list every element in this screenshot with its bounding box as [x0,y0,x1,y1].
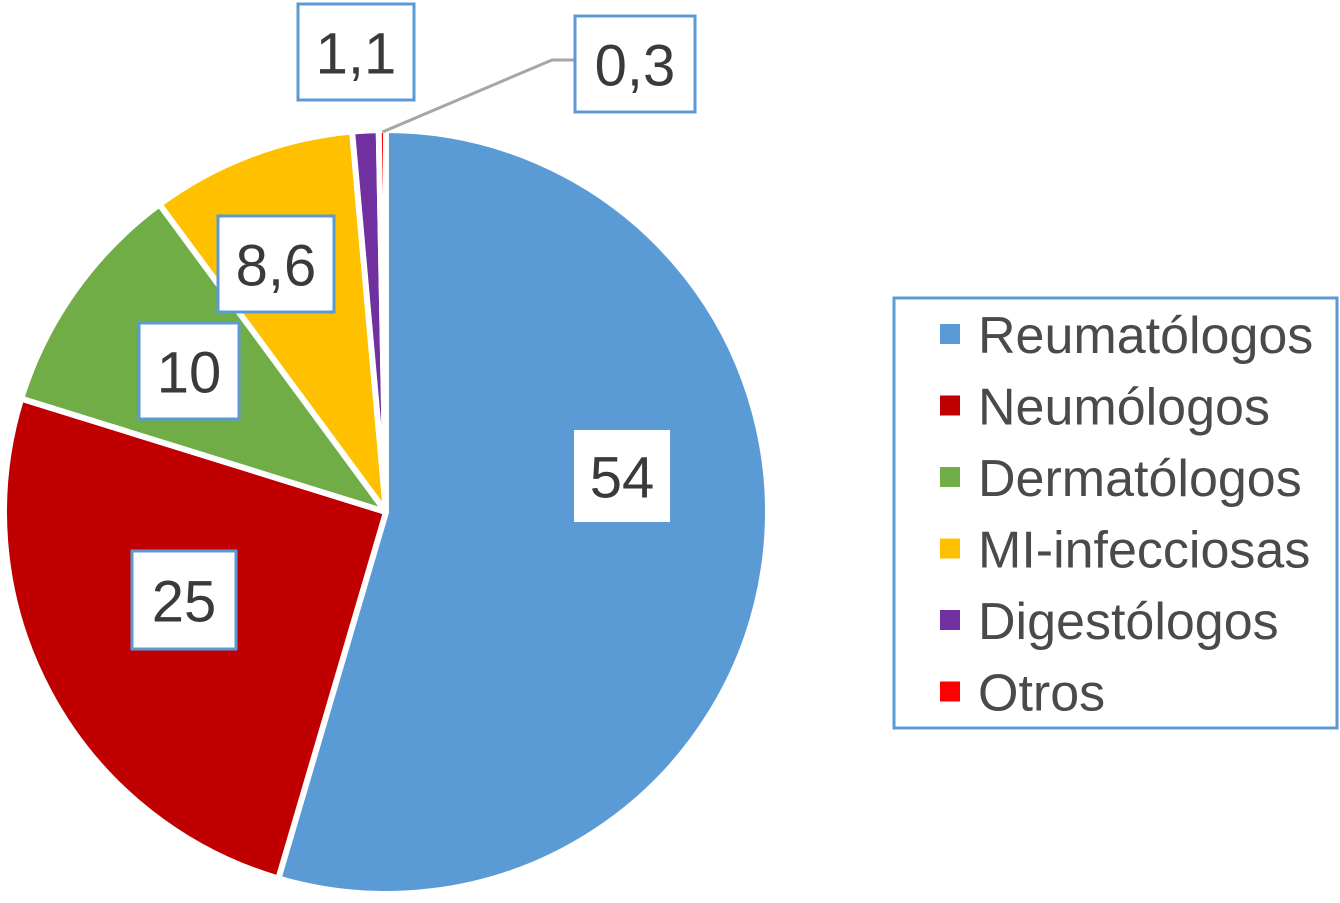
data-label-text: 10 [157,341,222,406]
legend-swatch [940,395,960,416]
data-label-text: 25 [152,570,217,635]
leader-line-otros [381,58,575,134]
legend-swatch [940,467,960,487]
legend-label: Dermatólogos [978,450,1302,508]
data-label-text: 54 [590,446,655,511]
legend-label: Neumólogos [978,379,1270,437]
data-label-digestologos: 1,1 [296,2,416,102]
data-label-box [130,549,238,651]
legend-label: MI-infecciosas [978,522,1310,580]
slice-reumatologos [275,127,771,897]
data-label-box [216,214,336,314]
legend-label: Digestólogos [978,593,1279,651]
legend-swatch [940,610,960,630]
legend-item-digestologos: Digestólogos [940,593,1279,651]
legend-item-mi-infecciosas: MI-infecciosas [940,522,1310,580]
legend-item-otros: Otros [940,665,1105,723]
legend-label: Otros [978,665,1105,723]
legend-label: Reumatólogos [978,307,1313,365]
data-label-otros: 0,3 [573,14,697,114]
legend-swatch [940,538,960,559]
legend-swatch [940,681,960,702]
data-label-text: 0,3 [595,34,676,99]
data-label-mi-infecciosas: 8,6 [216,214,336,314]
legend-item-dermatologos: Dermatólogos [940,450,1302,508]
leader-lines [381,58,575,134]
data-label-text: 1,1 [316,22,397,87]
legend-item-reumatologos: Reumatólogos [940,307,1313,365]
data-label-neumologos: 25 [130,549,238,651]
data-label-box [137,321,241,421]
legend-frame [892,296,1339,730]
data-label-dermatologos: 10 [137,321,241,421]
data-label-reumatologos: 54 [574,430,670,522]
data-label-text: 8,6 [236,234,317,299]
data-label-box [574,430,670,522]
legend: Reumatólogos Neumólogos Dermatólogos MI-inf… [892,296,1339,730]
data-label-box [573,14,697,114]
data-label-box [296,2,416,102]
data-labels: 54 25 108,6 1,1 0,3 [130,2,697,651]
legend-item-neumologos: Neumólogos [940,379,1270,437]
legend-swatch [940,324,960,344]
